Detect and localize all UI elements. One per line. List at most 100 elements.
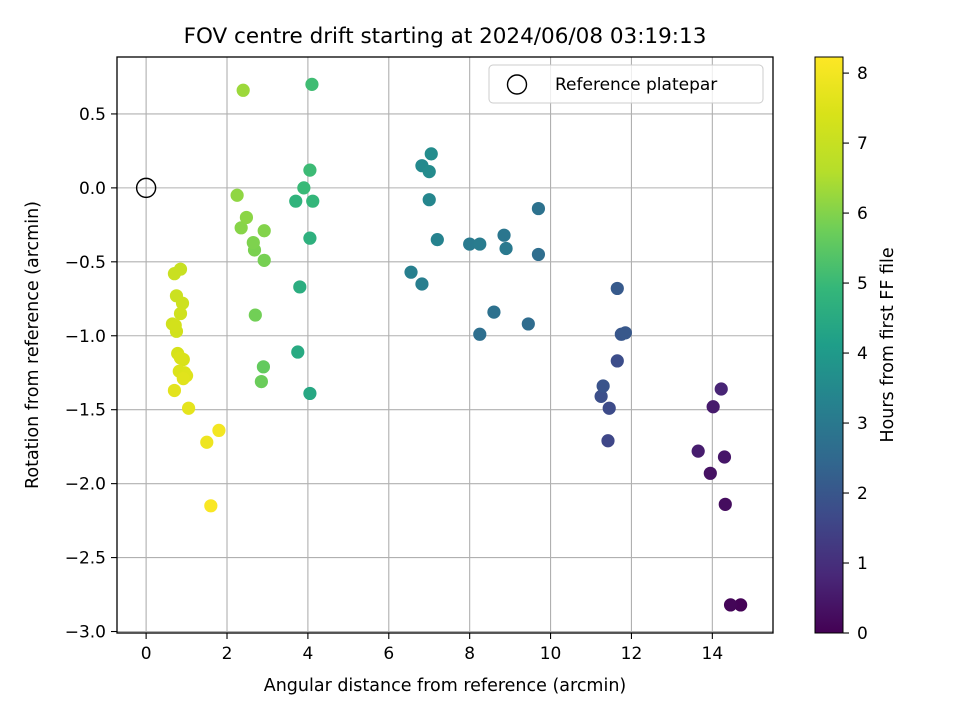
data-point (718, 497, 732, 511)
data-point (531, 201, 546, 216)
data-point (723, 598, 738, 612)
data-point (602, 401, 616, 415)
data-point (497, 228, 511, 242)
data-point (254, 375, 268, 389)
x-tick-label: 2 (222, 644, 233, 664)
data-point (691, 444, 705, 458)
data-point (230, 188, 244, 202)
reference-platepar-marker (135, 177, 157, 199)
colorbar-ticks: 0 1 2 3 4 5 6 7 8 (843, 64, 868, 644)
data-point (596, 379, 610, 393)
data-point (473, 237, 487, 251)
data-point (422, 193, 436, 207)
data-point (521, 317, 535, 331)
chart-title: FOV centre drift starting at 2024/06/08 … (184, 24, 707, 49)
data-point (248, 308, 262, 322)
colorbar-label: Hours from first FF file (878, 247, 898, 442)
data-point (257, 253, 271, 267)
y-axis-ticks: 0.5 0.0 −0.5 −1.0 −1.5 −2.0 −2.5 −3.0 (65, 105, 117, 643)
grid (117, 57, 773, 633)
data-point (246, 235, 260, 250)
data-point (499, 241, 513, 256)
data-point (239, 210, 254, 225)
data-point (473, 327, 487, 341)
x-tick-label: 4 (302, 644, 313, 664)
data-point (200, 435, 214, 449)
data-point (531, 247, 546, 262)
legend: Reference platepar (488, 64, 764, 104)
legend-entry-reference: Reference platepar (555, 75, 717, 95)
data-point (297, 181, 311, 195)
data-point (463, 237, 477, 251)
x-tick-label: 14 (702, 644, 724, 664)
y-tick-label: −2.0 (65, 475, 106, 495)
data-point (594, 389, 608, 403)
data-points (165, 77, 748, 612)
colorbar-tick-label: 1 (857, 554, 868, 574)
x-tick-label: 12 (621, 644, 643, 664)
x-tick-label: 8 (464, 644, 475, 664)
data-point (404, 265, 418, 279)
x-tick-label: 10 (540, 644, 562, 664)
data-point (422, 165, 436, 179)
colorbar-tick-label: 8 (857, 64, 868, 84)
y-tick-label: −0.5 (65, 253, 106, 273)
data-point (291, 345, 305, 359)
data-point (487, 305, 501, 319)
x-tick-label: 0 (141, 644, 152, 664)
data-point (167, 383, 182, 398)
data-point (734, 598, 748, 612)
data-point (168, 318, 182, 333)
data-point (305, 77, 319, 91)
data-point (234, 221, 248, 235)
data-point (236, 83, 250, 97)
y-axis-label: Rotation from reference (arcmin) (23, 201, 43, 489)
data-point (706, 400, 720, 414)
y-tick-label: −1.5 (65, 401, 106, 421)
data-point (610, 281, 624, 296)
y-tick-label: 0.0 (79, 179, 106, 199)
y-tick-label: 0.5 (79, 105, 106, 125)
data-point (173, 306, 188, 321)
colorbar-tick-label: 4 (857, 344, 868, 364)
colorbar-tick-label: 0 (857, 624, 868, 644)
data-point (424, 147, 438, 161)
data-point (257, 224, 271, 238)
data-point (167, 267, 182, 281)
plot-frame (116, 56, 774, 634)
colorbar-tick-label: 6 (857, 204, 868, 224)
legend-box (488, 64, 764, 104)
data-point (610, 354, 624, 368)
colorbar-tick-label: 7 (857, 134, 868, 154)
reference-marker (135, 177, 157, 199)
y-tick-label: −1.0 (65, 327, 106, 347)
legend-circle-marker-icon (506, 74, 528, 95)
colorbar (814, 56, 844, 634)
data-point (303, 386, 317, 401)
x-axis-ticks: 0 2 4 6 8 10 12 14 (141, 633, 723, 664)
data-point (714, 382, 728, 396)
x-tick-label: 6 (383, 644, 394, 664)
colorbar-tick-label: 3 (857, 414, 868, 434)
data-point (415, 277, 429, 291)
y-tick-label: −2.5 (65, 549, 106, 569)
data-point (173, 351, 188, 365)
data-point (204, 499, 218, 513)
data-point (175, 296, 190, 310)
y-tick-label: −3.0 (65, 623, 106, 643)
data-point (293, 280, 307, 294)
data-point (717, 450, 732, 464)
colorbar-tick-label: 5 (857, 274, 868, 294)
data-point (601, 434, 615, 448)
data-point (303, 231, 317, 245)
data-point (256, 360, 271, 374)
data-point (176, 372, 190, 386)
colorbar-tick-label: 2 (857, 484, 868, 504)
data-point (306, 194, 320, 208)
data-point (212, 423, 226, 438)
data-point (430, 233, 444, 247)
data-point (181, 401, 196, 415)
data-point (303, 163, 317, 177)
x-axis-label: Angular distance from reference (arcmin) (264, 676, 627, 696)
